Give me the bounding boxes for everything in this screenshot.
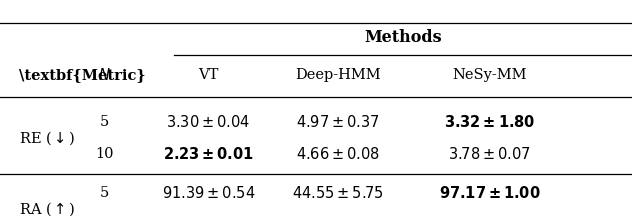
Text: RE ($\downarrow$): RE ($\downarrow$): [19, 129, 76, 147]
Text: 5: 5: [100, 186, 109, 200]
Text: 10: 10: [95, 147, 114, 161]
Text: Deep-HMM: Deep-HMM: [295, 68, 381, 82]
Text: 5: 5: [100, 115, 109, 129]
Text: Methods: Methods: [364, 29, 442, 46]
Text: $\mathbf{3.32 \pm 1.80}$: $\mathbf{3.32 \pm 1.80}$: [444, 114, 535, 130]
Text: $3.30 \pm 0.04$: $3.30 \pm 0.04$: [166, 114, 251, 130]
Text: $44.55 \pm 5.75$: $44.55 \pm 5.75$: [292, 185, 384, 201]
Text: \textbf{Metric}: \textbf{Metric}: [19, 68, 145, 82]
Text: $\mathbf{2.23 \pm 0.01}$: $\mathbf{2.23 \pm 0.01}$: [163, 146, 254, 162]
Text: $4.97 \pm 0.37$: $4.97 \pm 0.37$: [296, 114, 380, 130]
Text: $4.66 \pm 0.08$: $4.66 \pm 0.08$: [296, 146, 380, 162]
Text: VT: VT: [198, 68, 219, 82]
Text: $N$: $N$: [98, 67, 111, 83]
Text: NeSy-MM: NeSy-MM: [453, 68, 527, 82]
Text: $91.39 \pm 0.54$: $91.39 \pm 0.54$: [162, 185, 255, 201]
Text: $\mathbf{97.17 \pm 1.00}$: $\mathbf{97.17 \pm 1.00}$: [439, 185, 540, 201]
Text: RA ($\uparrow$): RA ($\uparrow$): [19, 200, 75, 216]
Text: $3.78 \pm 0.07$: $3.78 \pm 0.07$: [449, 146, 531, 162]
